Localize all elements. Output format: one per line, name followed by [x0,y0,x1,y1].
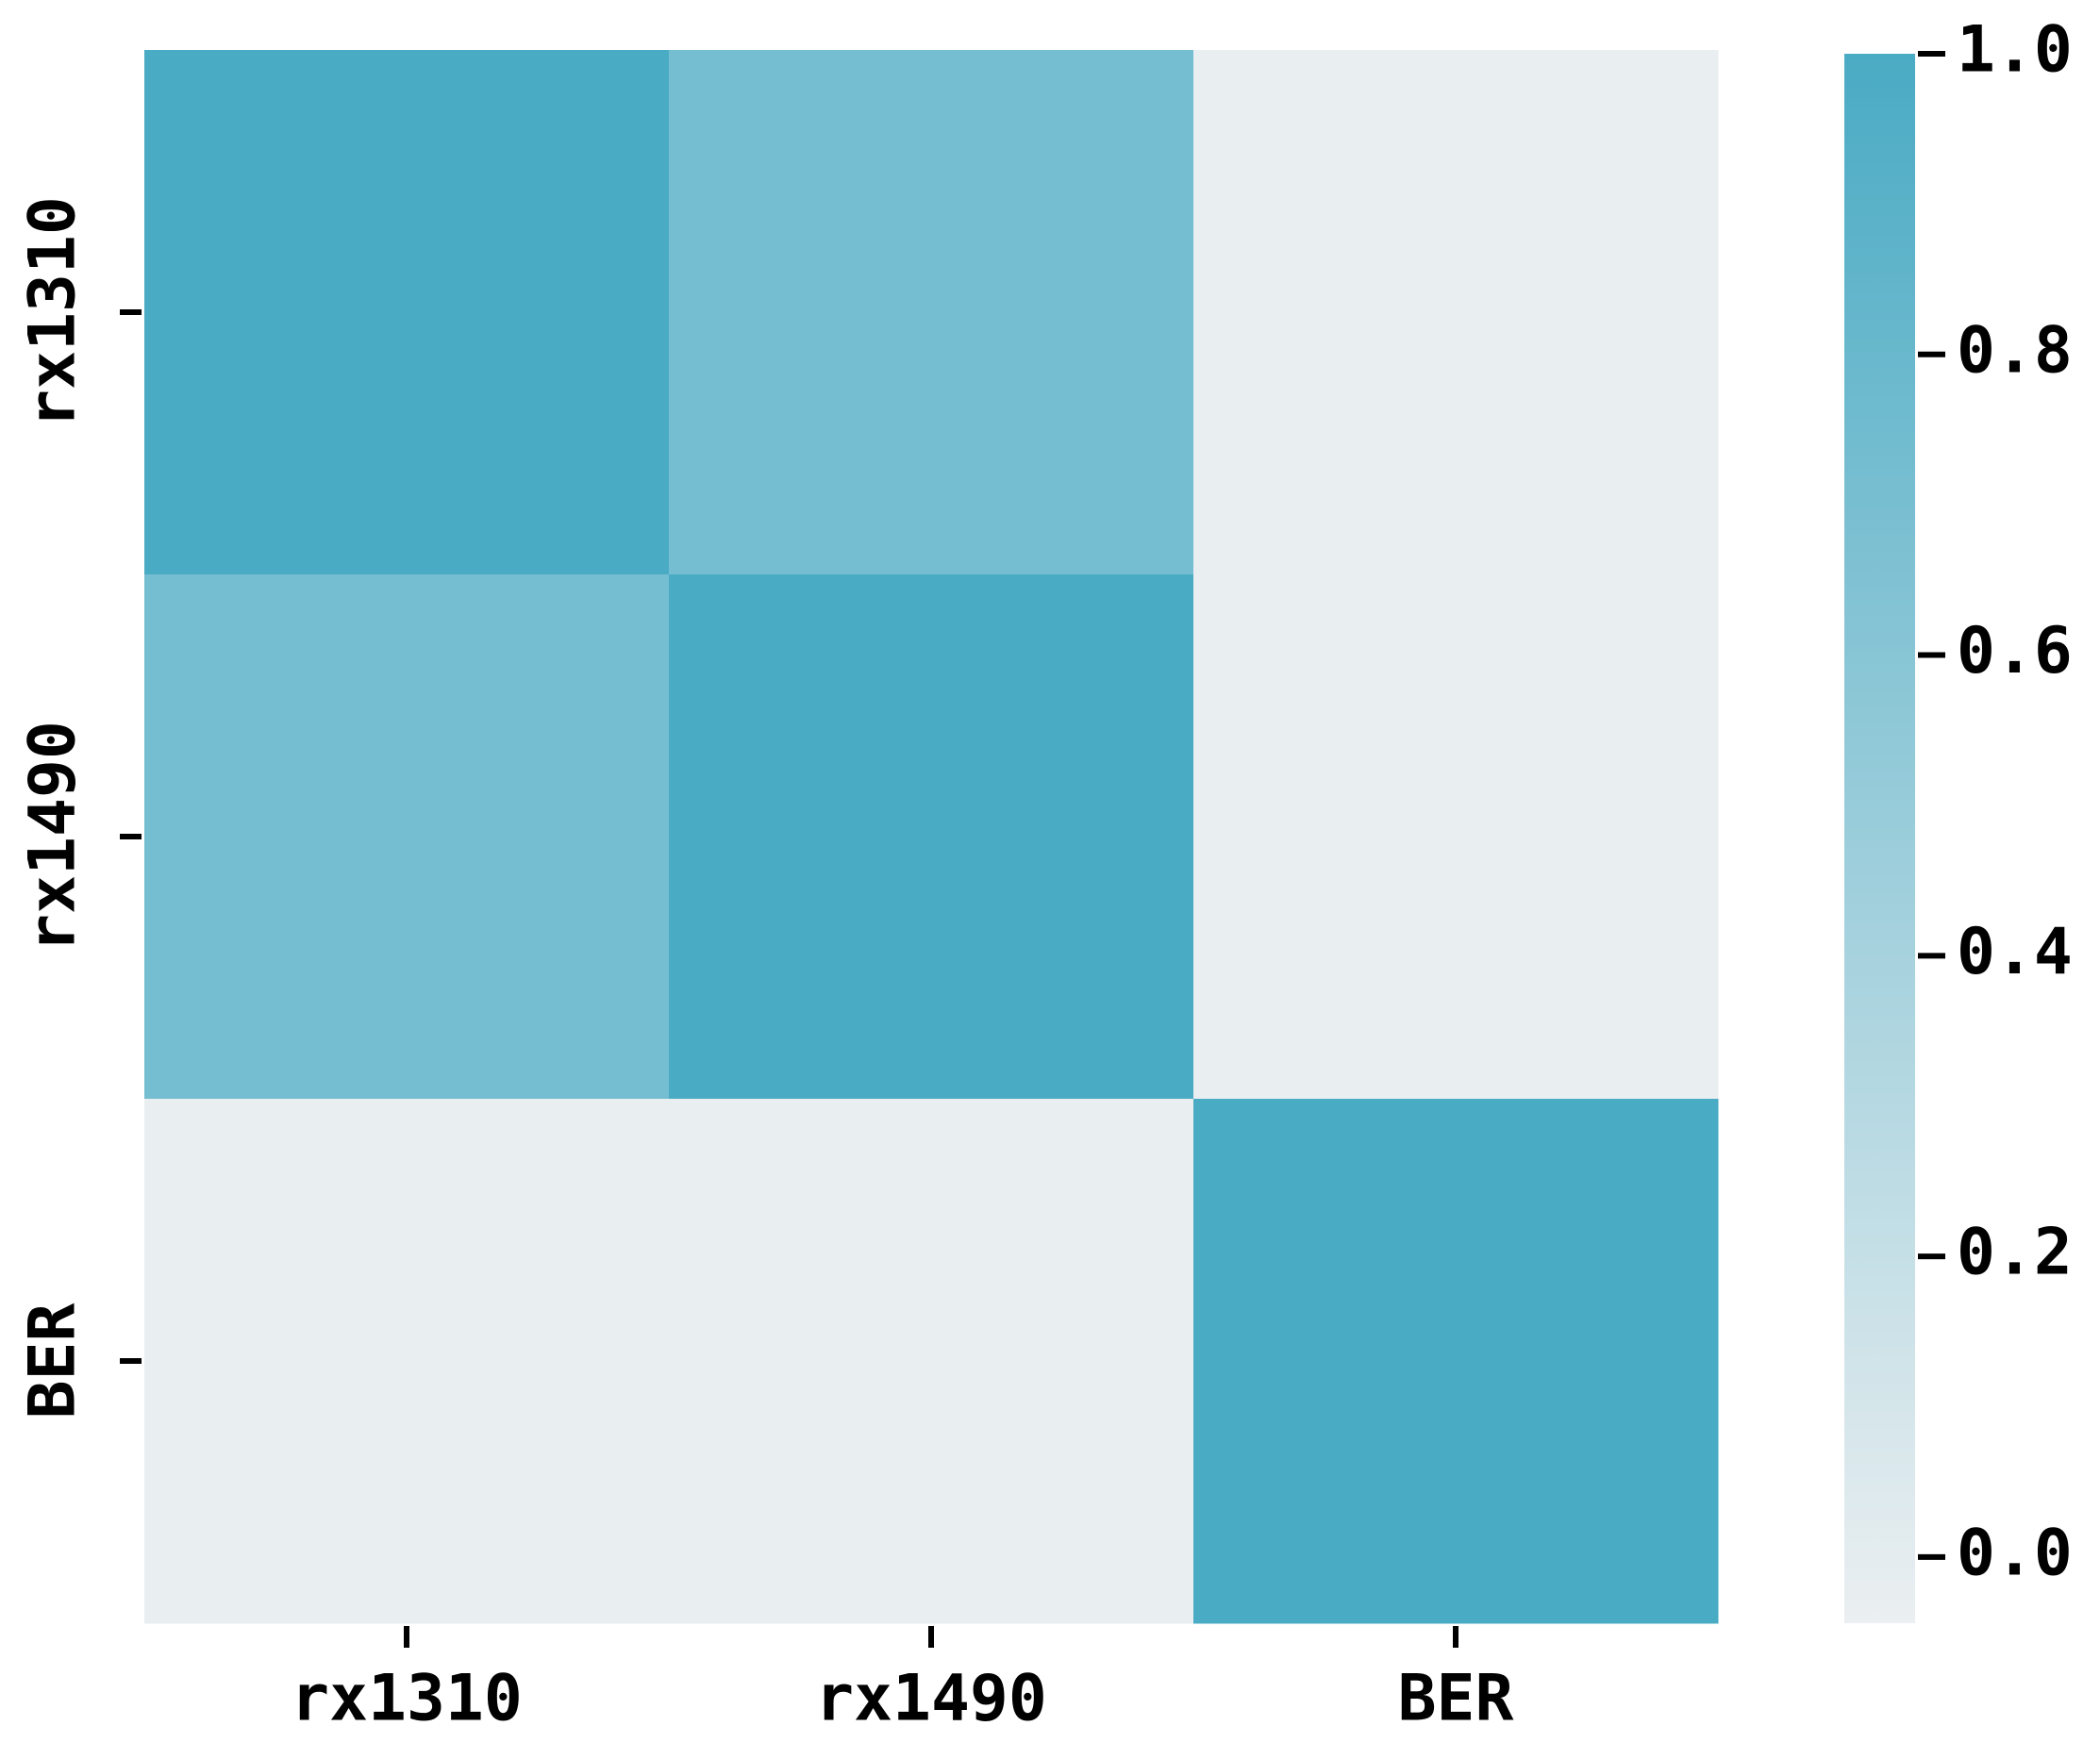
x-tick-label: rx1490 [815,1662,1047,1736]
colorbar-tick-label: 0.0 [1957,1516,2073,1590]
colorbar-tick-label: 1.0 [1957,13,2073,88]
colorbar-tick-label: 0.2 [1957,1216,2073,1290]
heatmap-cell [1193,1099,1719,1624]
colorbar-tick-label: 0.4 [1957,915,2073,989]
y-tick-label: rx1310 [16,196,91,428]
heatmap-cell [144,50,670,575]
heatmap-cell [1193,574,1719,1100]
heatmap-cell [144,574,670,1100]
colorbar-tick-label: 0.8 [1957,313,2073,388]
y-tick-label: BER [16,1303,91,1419]
heatmap-cell [144,1099,670,1624]
colorbar [1844,54,1915,1623]
x-tick-label: BER [1398,1662,1514,1736]
heatmap-cell [669,1099,1194,1624]
colorbar-tick-label: 0.6 [1957,614,2073,689]
y-tick-label: rx1490 [16,721,91,953]
heatmap-cell [669,50,1194,575]
x-tick-label: rx1310 [291,1662,523,1736]
heatmap-cell [669,574,1194,1100]
heatmap-cell [1193,50,1719,575]
